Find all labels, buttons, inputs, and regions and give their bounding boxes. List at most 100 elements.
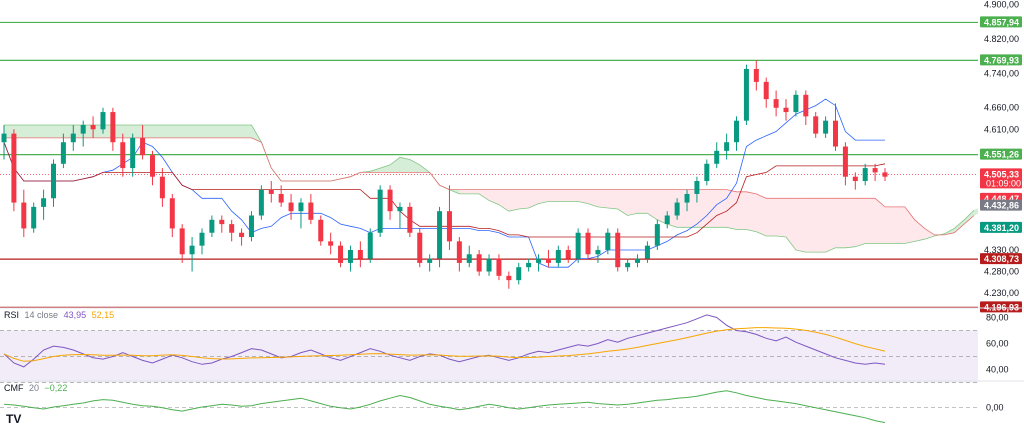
cloud-segment (716, 189, 727, 228)
level-label-bg (980, 301, 1022, 313)
candle-body (407, 206, 413, 233)
price-badge-countdown: 01:09:00 (986, 178, 1021, 188)
price-badge: 4.448,47 (984, 194, 1019, 204)
candle-body (288, 202, 294, 212)
price-axis-bg (978, 0, 1024, 428)
cloud-segment (33, 124, 44, 138)
candle-body (21, 202, 27, 229)
level-label: 4.196,93 (984, 302, 1019, 312)
cloud-segment (954, 219, 965, 233)
cloud-segment (736, 191, 747, 230)
cloud-segment (865, 198, 876, 244)
candle-body (130, 137, 136, 169)
candle-body (189, 245, 195, 255)
candle-body (813, 116, 819, 134)
candle-body (783, 107, 789, 113)
cloud-segment (172, 124, 183, 138)
candle-body (714, 150, 720, 164)
cmf-line (3, 390, 886, 424)
cloud-segment (459, 189, 470, 194)
candle-body (437, 211, 443, 259)
level-label-bg (980, 54, 1022, 66)
candle-body (219, 219, 225, 225)
cloud-segment (53, 124, 64, 138)
cloud-segment (885, 206, 895, 244)
candle-body (367, 232, 373, 259)
price-tick-label: 4.900,00 (984, 0, 1019, 9)
candle-body (743, 68, 749, 121)
candle-body (615, 232, 621, 268)
price-badge-bg (980, 168, 1022, 189)
cloud-segment (696, 189, 707, 228)
level-label: 4.857,94 (984, 17, 1019, 27)
cloud-segment (142, 124, 153, 138)
cloud-segment (904, 206, 915, 244)
rsi-panel: 80,00 60,00 40,00 (0, 307, 1024, 383)
cloud-segment (152, 124, 163, 138)
cloud-segment (568, 189, 579, 202)
candle-body (763, 81, 769, 100)
candle-body (823, 120, 829, 134)
cloud-segment (538, 189, 549, 204)
candle-body (110, 112, 116, 143)
candle-body (842, 146, 848, 177)
candle-body (417, 232, 423, 263)
candle-body (80, 124, 86, 134)
candle-body (872, 168, 878, 173)
price-badge: 4.505,33 (984, 169, 1019, 179)
candle-body (862, 168, 868, 182)
candle-body (852, 176, 858, 182)
cloud-segment (380, 164, 391, 173)
price-badges: 4.857,94 4.769,93 4.551,26 4.308,73 4.196,93… (980, 16, 1022, 313)
cloud-segment (607, 189, 618, 210)
cloud-segment (805, 198, 816, 253)
candle-body (357, 249, 363, 259)
candle-body (575, 232, 581, 259)
candle-body (456, 241, 462, 263)
candle-body (486, 258, 492, 272)
price-tick-label: 4.660,00 (984, 103, 1019, 113)
candle-body (239, 232, 245, 238)
conversion-line (3, 98, 885, 268)
candle-body (31, 206, 37, 229)
cloud-segment (766, 198, 777, 236)
cloud-segment (409, 159, 420, 173)
rsi-line (3, 314, 886, 368)
candle-body (724, 142, 730, 151)
candle-body (625, 262, 631, 268)
cmf-panel: 0,00 (0, 380, 1024, 424)
price-tick-label: 4.230,00 (984, 288, 1019, 298)
cloud-segment (578, 189, 589, 204)
cloud-segment (815, 198, 826, 253)
candle-body (803, 94, 809, 117)
candlesticks (1, 60, 888, 289)
cloud-segment (647, 189, 658, 220)
candle-body (446, 211, 452, 242)
candle-body (120, 142, 126, 169)
candle-body (338, 245, 344, 263)
cloud-segment (390, 157, 400, 173)
candle-body (555, 249, 561, 263)
cloud-segment (637, 189, 648, 214)
candle-body (90, 124, 96, 130)
cloud-segment (201, 124, 212, 138)
price-tick-label: 4.740,00 (984, 68, 1019, 78)
candle-body (70, 133, 76, 143)
candle-body (397, 206, 403, 212)
candle-body (387, 189, 393, 212)
price-tick-label: 4.610,00 (984, 124, 1019, 134)
price-badge-bg (980, 199, 1022, 211)
cloud-segment (726, 189, 737, 230)
cloud-segment (508, 189, 519, 212)
cloud-segment (122, 124, 133, 138)
cmf-title: CMF 20 −0,22 (4, 383, 67, 393)
level-label-bg (980, 16, 1022, 28)
candle-body (169, 198, 175, 229)
price-badge: 4.432,86 (984, 201, 1019, 211)
candle-body (526, 262, 532, 268)
candle-body (545, 258, 551, 263)
candle-body (377, 189, 383, 233)
price-axis[interactable]: 4.900,00 4.820,00 4.740,00 4.660,00 4.610,00… (978, 0, 1024, 428)
candle-body (318, 219, 324, 242)
